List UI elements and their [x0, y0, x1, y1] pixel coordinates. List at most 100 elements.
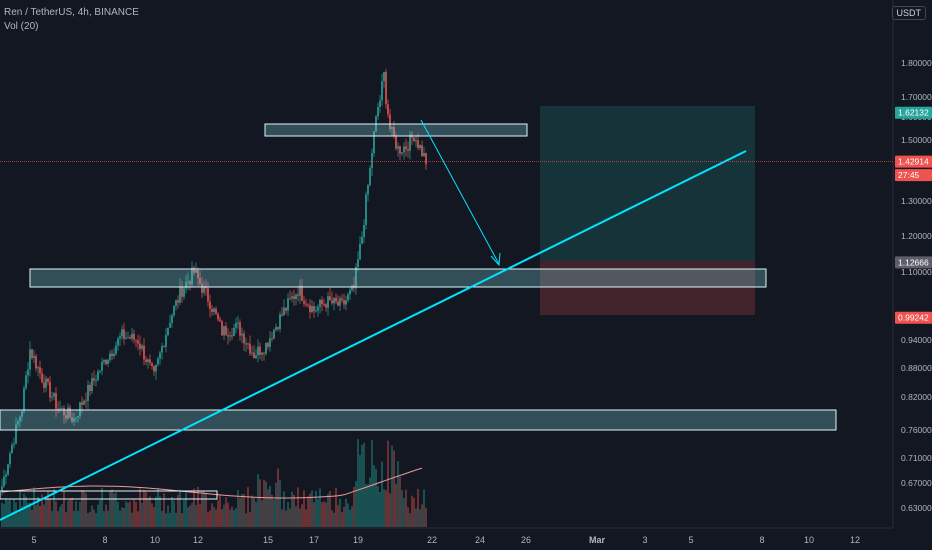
volume-bar — [275, 482, 277, 527]
volume-bar — [73, 510, 75, 527]
candle-body — [61, 408, 63, 410]
volume-bar — [235, 508, 237, 527]
volume-bar — [317, 499, 319, 527]
volume-bar — [179, 489, 181, 527]
price-badge-label: 0.99242 — [898, 313, 929, 323]
volume-bar — [9, 499, 11, 527]
price-badge — [895, 155, 932, 168]
volume-bar — [291, 491, 293, 527]
candle-body — [253, 352, 255, 359]
volume-bar — [263, 479, 265, 527]
volume-bar — [11, 511, 13, 527]
volume-bar — [35, 504, 37, 527]
candle-body — [337, 301, 339, 306]
volume-bar — [315, 490, 317, 527]
candle-body — [153, 366, 155, 372]
candle-body — [413, 137, 415, 142]
candle-body — [155, 364, 157, 372]
volume-bar — [81, 489, 83, 527]
volume-bar — [325, 502, 327, 527]
volume-bar — [5, 498, 7, 527]
candle-body — [361, 236, 363, 244]
candle-body — [125, 337, 127, 339]
price-badge-label: 1.62132 — [898, 108, 929, 118]
candle-body — [237, 322, 239, 324]
candle-body — [91, 378, 93, 392]
currency-button[interactable]: USDT — [891, 6, 926, 20]
candle-body — [185, 281, 187, 289]
candle-body — [95, 380, 97, 382]
volume-bar — [145, 492, 147, 527]
candle-body — [409, 134, 411, 151]
symbol-title[interactable]: Ren / TetherUS, 4h, BINANCE — [4, 7, 139, 18]
candle-body — [43, 382, 45, 388]
volume-bar — [143, 490, 145, 527]
volume-bar — [113, 493, 115, 527]
candle-body — [279, 314, 281, 330]
volume-bar — [53, 488, 55, 527]
candle-body — [341, 298, 343, 301]
candle-body — [197, 270, 199, 279]
volume-bar — [219, 494, 221, 527]
volume-bar — [357, 439, 359, 527]
volume-bar — [413, 497, 415, 527]
volume-indicator-label[interactable]: Vol (20) — [4, 21, 39, 32]
candle-body — [261, 352, 263, 355]
candle-body — [243, 333, 245, 344]
volume-bar — [169, 512, 171, 527]
candle-body — [161, 346, 163, 353]
volume-bar — [121, 507, 123, 527]
candle-body — [389, 114, 391, 129]
candle-body — [377, 106, 379, 117]
volume-bar — [323, 501, 325, 527]
candle-body — [241, 333, 243, 336]
candle-body — [239, 322, 241, 336]
volume-bar — [57, 511, 59, 527]
volume-bar — [411, 495, 413, 527]
volume-bar — [261, 500, 263, 527]
candle-body — [403, 146, 405, 153]
candle-body — [287, 298, 289, 311]
volume-bar — [205, 493, 207, 527]
volume-bar — [237, 489, 239, 527]
volume-bar — [137, 511, 139, 527]
volume-bar — [299, 508, 301, 527]
price-tick-label: 1.80000 — [901, 58, 932, 68]
volume-bar — [319, 488, 321, 527]
candle-body — [105, 359, 107, 365]
candle-body — [293, 296, 295, 299]
price-badge — [895, 311, 932, 324]
volume-bar — [369, 477, 371, 527]
price-tick-label: 1.30000 — [901, 196, 932, 206]
price-tick-label: 0.82000 — [901, 392, 932, 402]
candle-body — [311, 306, 313, 313]
candle-body — [33, 356, 35, 358]
candle-body — [335, 297, 337, 302]
candle-body — [69, 407, 71, 418]
candle-body — [147, 359, 149, 363]
volume-bar — [293, 494, 295, 527]
volume-bar — [49, 499, 51, 527]
candle-body — [27, 369, 29, 376]
volume-bar — [395, 483, 397, 527]
candle-body — [37, 367, 39, 369]
candle-body — [167, 327, 169, 336]
volume-bar — [187, 507, 189, 527]
volume-bar — [243, 493, 245, 527]
candle-body — [75, 417, 77, 419]
candle-body — [225, 326, 227, 336]
candle-body — [215, 308, 217, 314]
candle-body — [99, 370, 101, 372]
candle-body — [1, 486, 3, 491]
candle-body — [333, 297, 335, 304]
candle-body — [407, 149, 409, 151]
candle-body — [367, 184, 369, 195]
volume-bar — [335, 487, 337, 527]
candle-body — [13, 443, 15, 445]
volume-bar — [347, 503, 349, 527]
volume-bar — [283, 491, 285, 527]
candle-body — [217, 313, 219, 320]
volume-bar — [313, 502, 315, 527]
